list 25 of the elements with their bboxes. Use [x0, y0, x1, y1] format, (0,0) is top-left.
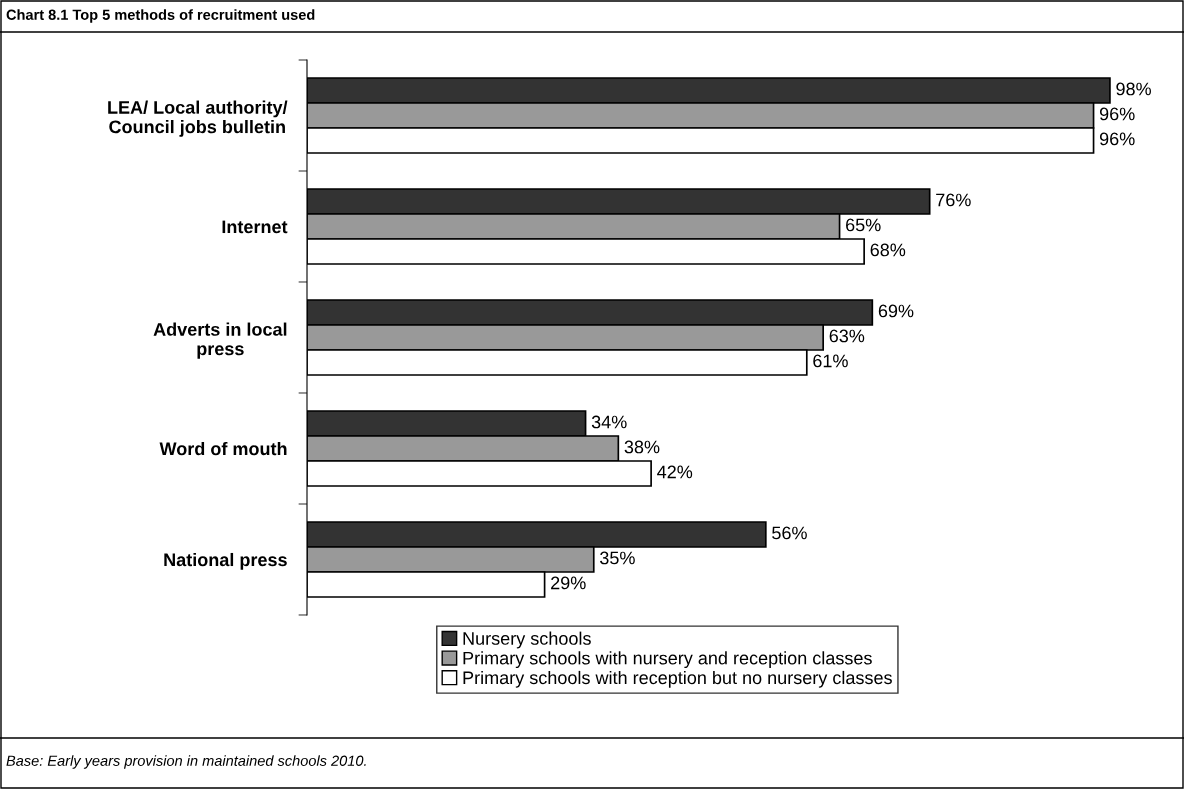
data-label: 61% — [813, 354, 848, 368]
data-label: 42% — [657, 465, 693, 479]
text: Base: Early years provision in maintained schools 2010. — [6, 755, 366, 769]
data-label: 68% — [870, 243, 906, 257]
data-label: 96% — [1099, 132, 1135, 146]
data-label: 65% — [846, 218, 881, 232]
data-label: 35% — [600, 551, 635, 565]
y-tick-label: Word of mouth — [159, 441, 287, 456]
data-label: 38% — [624, 440, 660, 454]
data-label: 96% — [1099, 107, 1135, 121]
y-tick-label: LEA/ Local authority/ Council jobs bulletin — [108, 100, 288, 137]
text: Chart 8.1 Top 5 methods of recruitment used — [6, 9, 315, 23]
data-label: 29% — [551, 576, 586, 590]
y-tick-label: National press — [164, 552, 287, 570]
data-label: 34% — [591, 415, 627, 429]
legend-label: Primary schools with nursery and reception classes — [463, 651, 872, 669]
y-tick-label: Internet — [222, 220, 288, 234]
data-label: 69% — [878, 304, 914, 318]
legend-label: Primary schools with reception but no nursery classes — [463, 670, 892, 688]
y-tick-label: Adverts in local press — [153, 322, 287, 359]
data-label: 98% — [1116, 82, 1151, 96]
legend-label: Nursery schools — [463, 631, 591, 649]
data-label: 63% — [829, 329, 865, 343]
data-label: 56% — [772, 526, 807, 540]
data-label: 76% — [936, 193, 971, 207]
